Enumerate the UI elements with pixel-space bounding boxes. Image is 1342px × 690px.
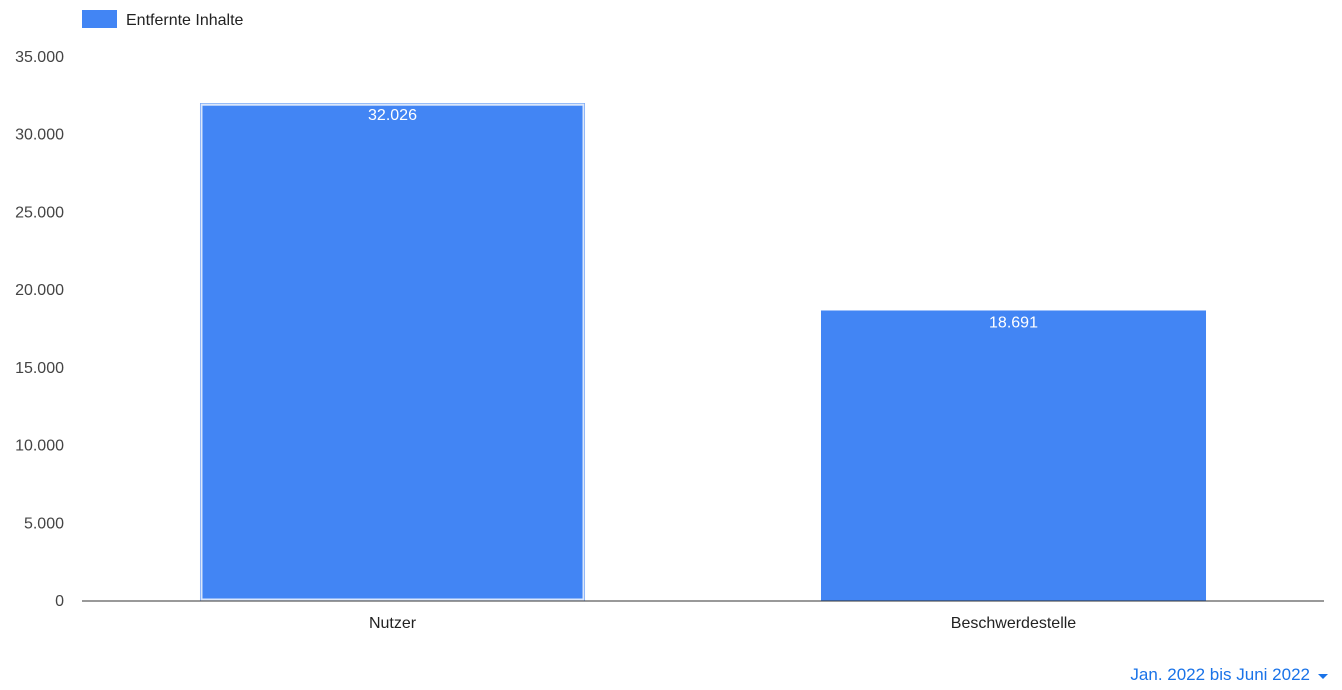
y-axis: 0 5.000 10.000 15.000 20.000 25.000 30.000 35.0… bbox=[15, 49, 64, 610]
y-tick-label: 5.000 bbox=[24, 515, 64, 532]
caret-down-icon bbox=[1318, 673, 1328, 679]
date-range-selector[interactable]: Jan. 2022 bis Juni 2022 bbox=[1130, 663, 1328, 687]
bars: 32.026 18.691 bbox=[199, 103, 1207, 601]
y-tick-label: 15.000 bbox=[15, 360, 64, 377]
bar-highlight-outline bbox=[200, 103, 585, 601]
legend[interactable]: Entfernte Inhalte bbox=[82, 10, 244, 29]
y-tick-label: 0 bbox=[55, 593, 64, 610]
data-label: 18.691 bbox=[989, 314, 1038, 331]
legend-label: Entfernte Inhalte bbox=[126, 12, 244, 29]
y-tick-label: 35.000 bbox=[15, 49, 64, 66]
y-tick-label: 10.000 bbox=[15, 438, 64, 455]
y-tick-label: 25.000 bbox=[15, 204, 64, 221]
y-tick-label: 20.000 bbox=[15, 282, 64, 299]
x-tick-label: Beschwerdestelle bbox=[951, 615, 1077, 632]
data-label: 32.026 bbox=[368, 107, 417, 124]
date-range-label: Jan. 2022 bis Juni 2022 bbox=[1130, 665, 1310, 684]
x-tick-label: Nutzer bbox=[369, 615, 417, 632]
bar-nutzer[interactable] bbox=[199, 103, 586, 601]
legend-swatch bbox=[82, 10, 117, 28]
x-axis: Nutzer Beschwerdestelle bbox=[369, 615, 1076, 632]
bar-beschwerdestelle[interactable] bbox=[820, 310, 1207, 601]
y-tick-label: 30.000 bbox=[15, 127, 64, 144]
